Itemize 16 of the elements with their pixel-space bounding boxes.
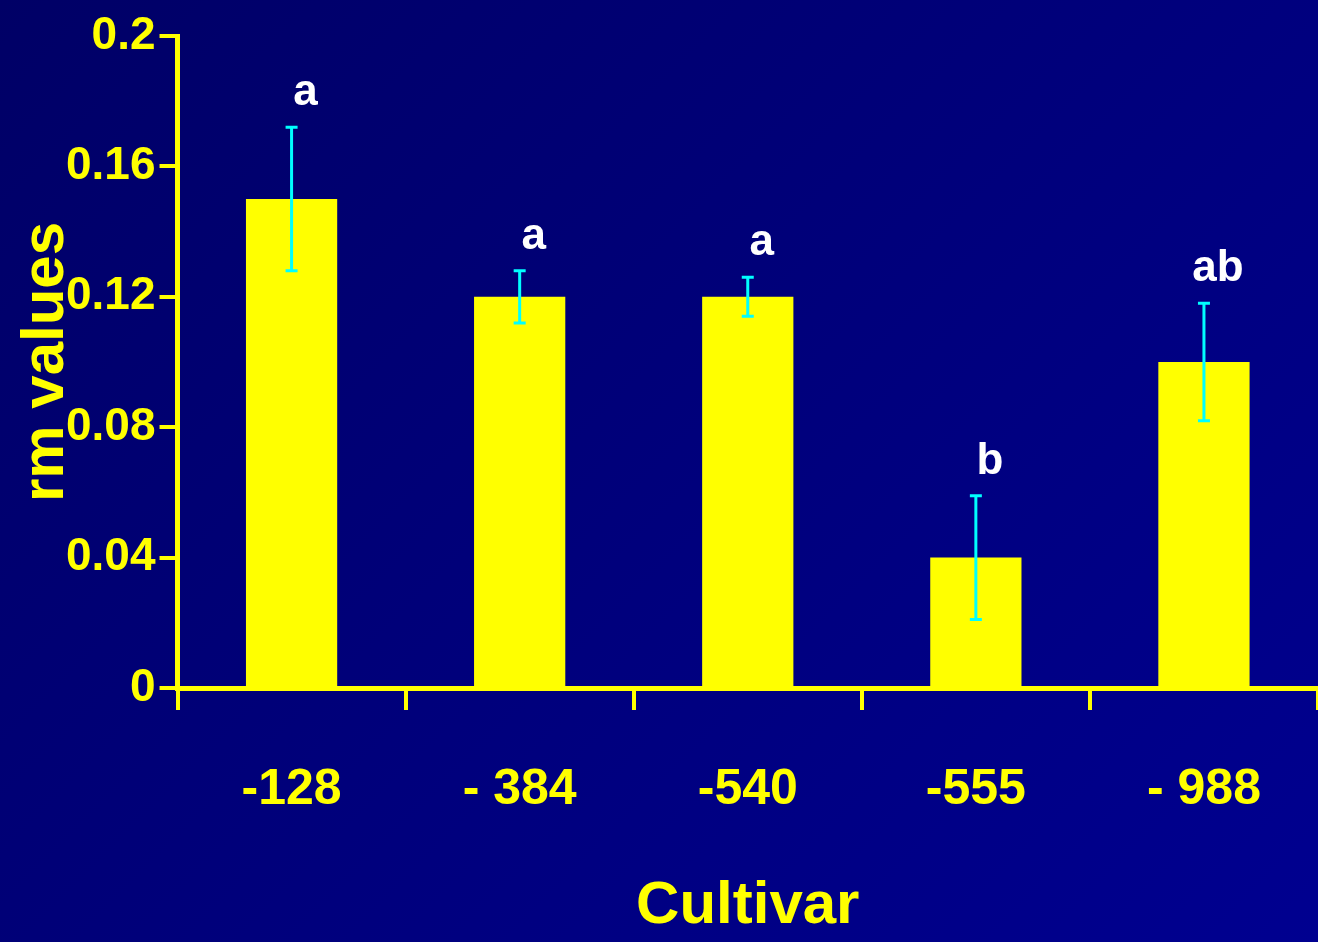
annotation: b xyxy=(976,433,1004,483)
x-tick-label: -555 xyxy=(925,758,1026,815)
y-tick-label: 0.2 xyxy=(91,6,156,59)
x-tick-label: - 988 xyxy=(1146,758,1261,815)
y-tick-label: 0.12 xyxy=(66,267,156,320)
x-tick-label: -540 xyxy=(697,758,798,815)
x-tick-label: -128 xyxy=(241,758,342,815)
y-tick-label: 0.16 xyxy=(66,137,156,190)
x-axis-title: Cultivar xyxy=(636,868,860,936)
annotation: ab xyxy=(1192,241,1244,291)
annotation: a xyxy=(521,208,547,258)
x-tick-label: - 384 xyxy=(462,758,577,815)
annotation: a xyxy=(293,65,319,115)
y-tick-label: 0 xyxy=(129,658,156,711)
y-tick-label: 0.04 xyxy=(66,528,156,581)
annotation: a xyxy=(749,215,775,265)
